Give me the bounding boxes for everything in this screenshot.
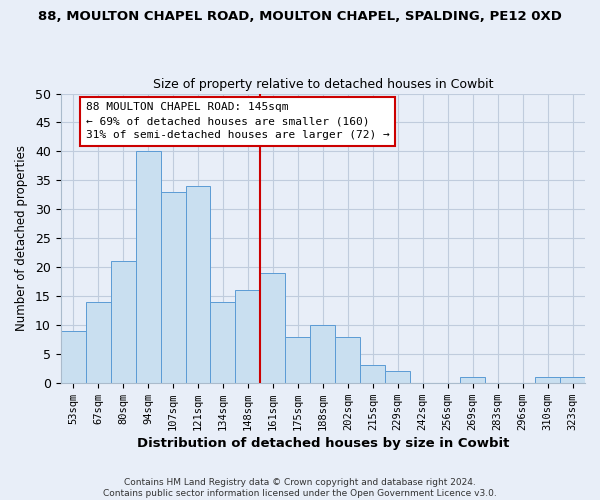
Bar [385,372,410,383]
Bar [310,325,335,383]
Y-axis label: Number of detached properties: Number of detached properties [15,145,28,331]
Bar [86,302,110,383]
Bar [61,331,86,383]
Bar [535,377,560,383]
Bar [211,302,235,383]
Bar [185,186,211,383]
Text: 88 MOULTON CHAPEL ROAD: 145sqm
← 69% of detached houses are smaller (160)
31% of: 88 MOULTON CHAPEL ROAD: 145sqm ← 69% of … [86,102,389,140]
X-axis label: Distribution of detached houses by size in Cowbit: Distribution of detached houses by size … [137,437,509,450]
Bar [161,192,185,383]
Bar [560,377,585,383]
Bar [335,336,360,383]
Text: 88, MOULTON CHAPEL ROAD, MOULTON CHAPEL, SPALDING, PE12 0XD: 88, MOULTON CHAPEL ROAD, MOULTON CHAPEL,… [38,10,562,23]
Text: Contains HM Land Registry data © Crown copyright and database right 2024.
Contai: Contains HM Land Registry data © Crown c… [103,478,497,498]
Bar [235,290,260,383]
Bar [110,262,136,383]
Title: Size of property relative to detached houses in Cowbit: Size of property relative to detached ho… [152,78,493,91]
Bar [260,273,286,383]
Bar [136,152,161,383]
Bar [360,366,385,383]
Bar [286,336,310,383]
Bar [460,377,485,383]
